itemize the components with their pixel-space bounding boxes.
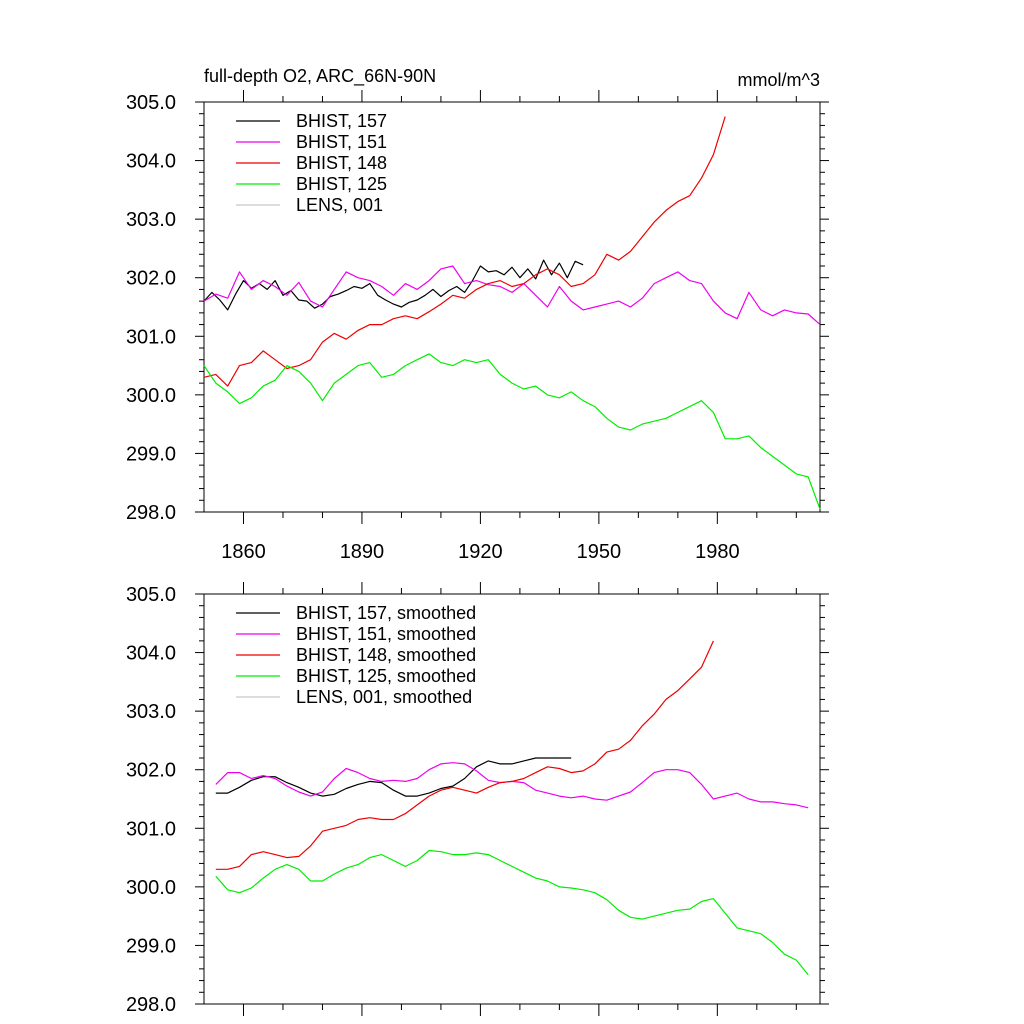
series-line-bhist-151 [215, 762, 809, 809]
series-line-bhist-157 [203, 259, 584, 311]
x-tick-label: 1980 [695, 541, 740, 563]
y-tick-label: 301.0 [126, 818, 176, 840]
bottom-lines [215, 640, 809, 976]
top-ticks: 298.0 299.0 300.0 301.0 302.0 303.0 304.0 305.0… [126, 90, 829, 563]
series-line-bhist-148 [203, 116, 726, 387]
x-tick-label: 1860 [221, 541, 266, 563]
bottom-plot-frame [203, 593, 821, 1005]
legend-label: BHIST, 157 [296, 111, 387, 131]
legend-label: BHIST, 148, smoothed [296, 645, 476, 665]
legend-label: LENS, 001, smoothed [296, 687, 472, 707]
y-tick-label: 300.0 [126, 877, 176, 899]
x-tick-label: 1890 [340, 541, 385, 563]
chart-title: full-depth O2, ARC_66N-90N [204, 66, 436, 87]
units-label: mmol/m^3 [738, 70, 820, 90]
legend-label: BHIST, 125, smoothed [296, 666, 476, 686]
y-tick-label: 304.0 [126, 643, 176, 665]
top-plot-frame [203, 101, 821, 513]
y-tick-label: 298.0 [126, 994, 176, 1016]
series-line-bhist-151 [203, 265, 821, 326]
series-line-bhist-125 [215, 849, 809, 976]
top-panel: 298.0 299.0 300.0 301.0 302.0 303.0 304.0 305.0… [126, 90, 829, 563]
y-tick-label: 303.0 [126, 701, 176, 723]
series-line-bhist-157 [215, 757, 572, 797]
series-line-bhist-125 [203, 353, 821, 510]
x-tick-label: 1950 [577, 541, 622, 563]
bottom-ticks: 298.0 299.0 300.0 301.0 302.0 303.0 304.0 305.0 [126, 582, 829, 1016]
y-tick-label: 300.0 [126, 385, 176, 407]
x-tick-label: 1920 [458, 541, 503, 563]
bottom-panel: 298.0 299.0 300.0 301.0 302.0 303.0 304.0 305.0… [126, 582, 829, 1016]
y-tick-label: 299.0 [126, 935, 176, 957]
y-tick-label: 302.0 [126, 760, 176, 782]
y-tick-label: 302.0 [126, 268, 176, 290]
y-tick-label: 304.0 [126, 151, 176, 173]
legend-label: BHIST, 151 [296, 132, 387, 152]
legend-label: BHIST, 157, smoothed [296, 603, 476, 623]
y-tick-label: 301.0 [126, 326, 176, 348]
y-tick-label: 303.0 [126, 209, 176, 231]
legend-label: LENS, 001 [296, 195, 383, 215]
series-line-bhist-148 [215, 640, 714, 870]
legend-label: BHIST, 151, smoothed [296, 624, 476, 644]
y-tick-label: 305.0 [126, 92, 176, 114]
top-lines [203, 116, 821, 510]
y-tick-label: 305.0 [126, 584, 176, 606]
legend-label: BHIST, 148 [296, 153, 387, 173]
y-tick-label: 298.0 [126, 502, 176, 524]
legend-label: BHIST, 125 [296, 174, 387, 194]
y-tick-label: 299.0 [126, 443, 176, 465]
